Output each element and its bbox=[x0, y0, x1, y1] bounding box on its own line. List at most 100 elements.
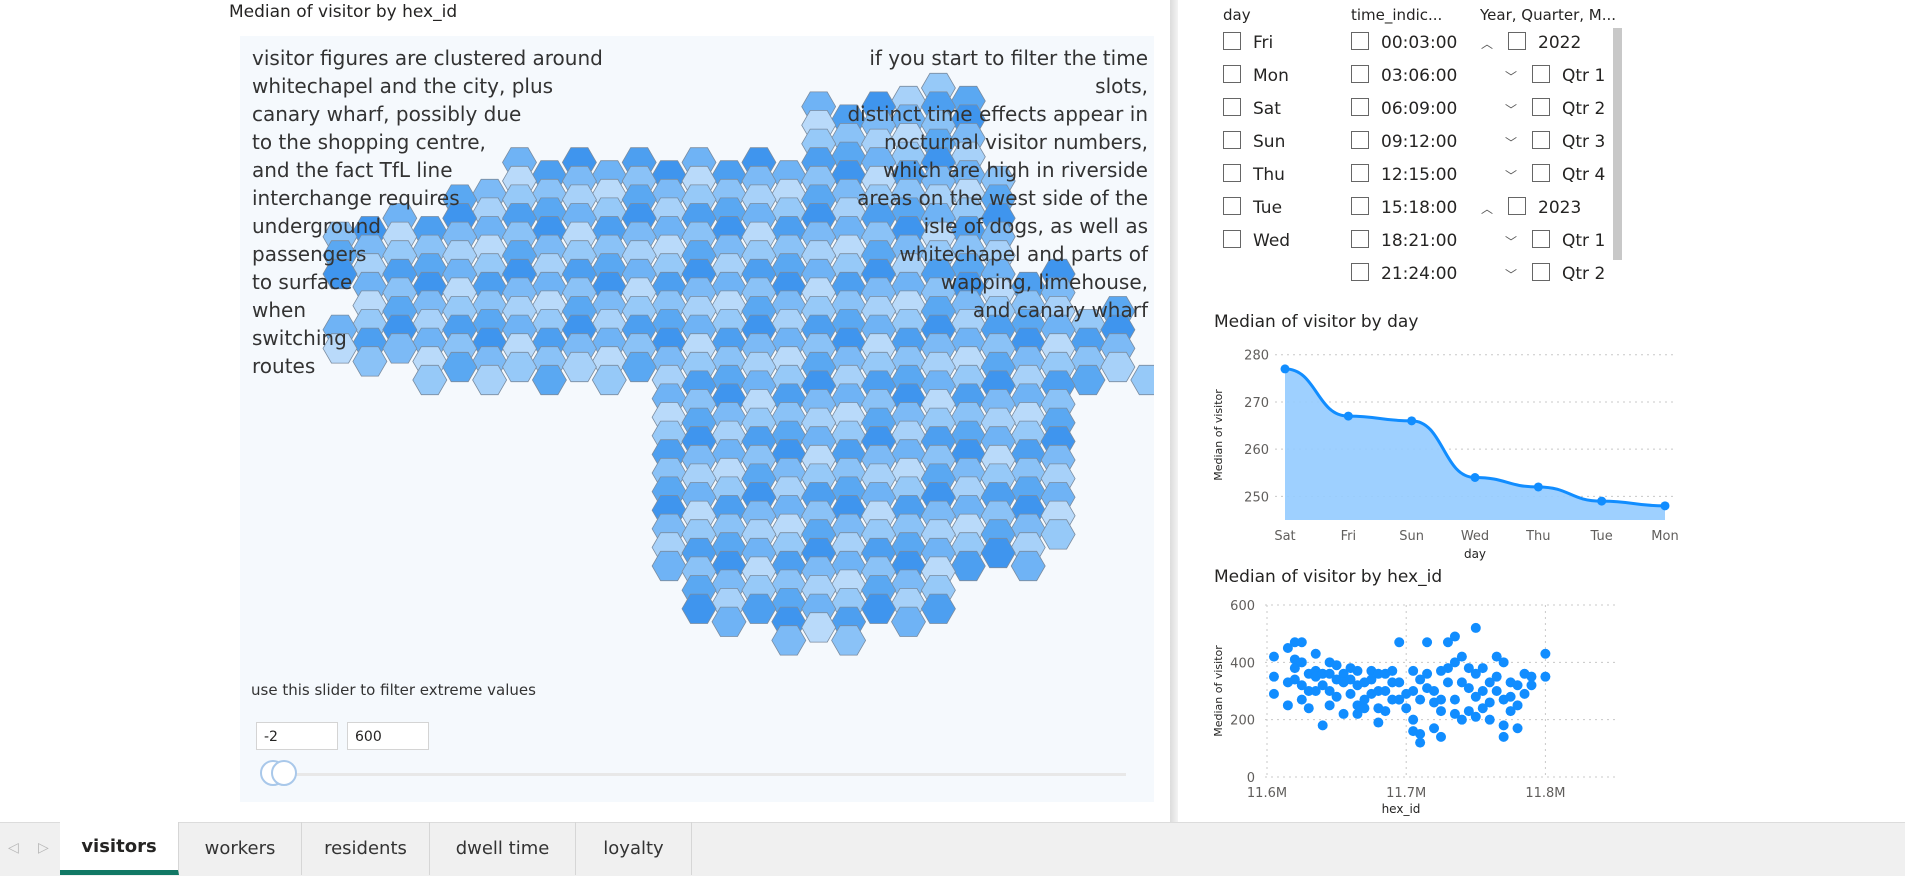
hierarchy-slicer[interactable]: ︿ 2022 ﹀ Qtr 1 ﹀ Qtr 2 ﹀ Qtr 3 ﹀ Qtr 4 ︿ 2023 … bbox=[1480, 32, 1610, 304]
scatter-point[interactable] bbox=[1317, 668, 1328, 679]
scatter-point[interactable] bbox=[1456, 651, 1467, 662]
hex-cell[interactable] bbox=[741, 593, 777, 624]
hex-cell[interactable] bbox=[442, 351, 478, 383]
caret-left-icon[interactable]: ◁ bbox=[8, 840, 19, 856]
scatter-point[interactable] bbox=[1442, 637, 1453, 648]
scatter-point[interactable] bbox=[1310, 686, 1321, 696]
scatter-point[interactable] bbox=[1449, 657, 1460, 668]
hierarchy-item-quarter[interactable]: ﹀ Qtr 3 bbox=[1480, 131, 1610, 153]
scatter-point[interactable] bbox=[1519, 688, 1530, 699]
checkbox[interactable] bbox=[1223, 65, 1241, 83]
scatter-point[interactable] bbox=[1498, 657, 1509, 668]
day-slicer-item[interactable]: Sat bbox=[1223, 98, 1290, 120]
chevron-down-icon[interactable]: ﹀ bbox=[1504, 268, 1517, 282]
chevron-up-icon[interactable]: ︿ bbox=[1480, 37, 1493, 51]
tab-loyalty[interactable]: loyalty bbox=[576, 822, 692, 875]
scatter-point[interactable] bbox=[1408, 686, 1419, 696]
hex-cell[interactable] bbox=[591, 364, 627, 396]
hex-cell[interactable] bbox=[920, 593, 956, 624]
hex-cell[interactable] bbox=[711, 606, 747, 637]
time-slicer[interactable]: 00:03:00 03:06:00 06:09:00 09:12:00 12:1… bbox=[1351, 32, 1457, 296]
scatter-point[interactable] bbox=[1380, 706, 1391, 717]
checkbox[interactable] bbox=[1532, 263, 1550, 281]
hierarchy-item-quarter[interactable]: ﹀ Qtr 1 bbox=[1480, 65, 1610, 87]
scatter-point[interactable] bbox=[1505, 706, 1516, 717]
scatter-point[interactable] bbox=[1394, 694, 1405, 705]
tab-dwell-time[interactable]: dwell time bbox=[430, 822, 576, 875]
scatter-point[interactable] bbox=[1296, 680, 1307, 691]
hex-cell[interactable] bbox=[502, 351, 537, 383]
scatter-point[interactable] bbox=[1268, 671, 1279, 682]
scatter-point[interactable] bbox=[1415, 674, 1426, 685]
scatter-point[interactable] bbox=[1373, 668, 1384, 679]
tab-workers[interactable]: workers bbox=[179, 822, 302, 875]
scatter-point[interactable] bbox=[1526, 671, 1537, 682]
data-point[interactable] bbox=[1533, 482, 1543, 492]
data-point[interactable] bbox=[1343, 411, 1353, 421]
slider-min-input[interactable]: -2 bbox=[256, 722, 338, 750]
data-point[interactable] bbox=[1280, 364, 1290, 374]
scatter-point[interactable] bbox=[1415, 694, 1426, 705]
scatter-point[interactable] bbox=[1310, 648, 1321, 659]
scatter-point[interactable] bbox=[1512, 700, 1523, 711]
scatter-point[interactable] bbox=[1505, 691, 1516, 702]
data-point[interactable] bbox=[1597, 496, 1607, 506]
chevron-down-icon[interactable]: ﹀ bbox=[1504, 136, 1517, 150]
hex-cell[interactable] bbox=[891, 606, 926, 637]
scatter-point[interactable] bbox=[1436, 706, 1446, 717]
hex-cell[interactable] bbox=[472, 364, 508, 396]
checkbox[interactable] bbox=[1351, 230, 1369, 248]
scatter-point[interactable] bbox=[1491, 651, 1502, 662]
scatter-point[interactable] bbox=[1470, 711, 1481, 722]
scatter-point[interactable] bbox=[1289, 674, 1300, 685]
hex-cell[interactable] bbox=[561, 351, 597, 383]
scatter-point[interactable] bbox=[1512, 680, 1523, 691]
time-slicer-item[interactable]: 15:18:00 bbox=[1351, 197, 1457, 219]
hex-map-visual[interactable] bbox=[240, 36, 1154, 802]
day-slicer-item[interactable]: Fri bbox=[1223, 32, 1290, 54]
scatter-point[interactable] bbox=[1512, 723, 1523, 734]
scatter-point[interactable] bbox=[1338, 668, 1349, 679]
chevron-down-icon[interactable]: ﹀ bbox=[1504, 169, 1517, 183]
scatter-point[interactable] bbox=[1540, 671, 1551, 682]
checkbox[interactable] bbox=[1532, 65, 1550, 83]
hex-cell[interactable] bbox=[1010, 550, 1046, 582]
scatter-point[interactable] bbox=[1324, 686, 1335, 696]
scatter-point[interactable] bbox=[1289, 663, 1300, 674]
checkbox[interactable] bbox=[1223, 32, 1241, 50]
scatter-point[interactable] bbox=[1303, 686, 1314, 696]
checkbox[interactable] bbox=[1223, 131, 1241, 149]
scatter-point[interactable] bbox=[1422, 637, 1433, 648]
hierarchy-item-year[interactable]: ︿ 2022 bbox=[1480, 32, 1610, 54]
hex-cell[interactable] bbox=[352, 346, 388, 377]
checkbox[interactable] bbox=[1351, 131, 1369, 149]
scatter-point[interactable] bbox=[1491, 686, 1502, 696]
scatter-point[interactable] bbox=[1282, 643, 1293, 653]
scatter-point[interactable] bbox=[1352, 708, 1363, 719]
hex-cell[interactable] bbox=[1130, 364, 1154, 396]
hex-cell[interactable] bbox=[801, 612, 837, 643]
chevron-down-icon[interactable]: ﹀ bbox=[1504, 70, 1517, 84]
time-slicer-item[interactable]: 03:06:00 bbox=[1351, 65, 1457, 87]
checkbox[interactable] bbox=[1223, 164, 1241, 182]
scatter-point[interactable] bbox=[1303, 703, 1314, 714]
day-slicer-item[interactable]: Sun bbox=[1223, 131, 1290, 153]
hierarchy-item-quarter[interactable]: ﹀ Qtr 1 bbox=[1480, 230, 1610, 252]
hex-cell[interactable] bbox=[412, 364, 448, 396]
hex-cell[interactable] bbox=[681, 593, 717, 624]
scatter-point[interactable] bbox=[1387, 694, 1398, 705]
checkbox[interactable] bbox=[1532, 164, 1550, 182]
scatter-point[interactable] bbox=[1456, 677, 1467, 688]
range-slider-track[interactable] bbox=[262, 773, 1126, 776]
checkbox[interactable] bbox=[1351, 164, 1369, 182]
chevron-up-icon[interactable]: ︿ bbox=[1480, 202, 1493, 216]
scatter-point[interactable] bbox=[1484, 697, 1495, 708]
scatter-point[interactable] bbox=[1345, 688, 1356, 699]
scatter-point[interactable] bbox=[1415, 737, 1426, 748]
scatter-point[interactable] bbox=[1345, 674, 1356, 685]
scatter-point[interactable] bbox=[1436, 731, 1446, 742]
hex-cell[interactable] bbox=[980, 537, 1016, 569]
scatter-point[interactable] bbox=[1268, 651, 1279, 662]
hex-cell[interactable] bbox=[651, 550, 687, 582]
scatter-point[interactable] bbox=[1498, 720, 1509, 731]
